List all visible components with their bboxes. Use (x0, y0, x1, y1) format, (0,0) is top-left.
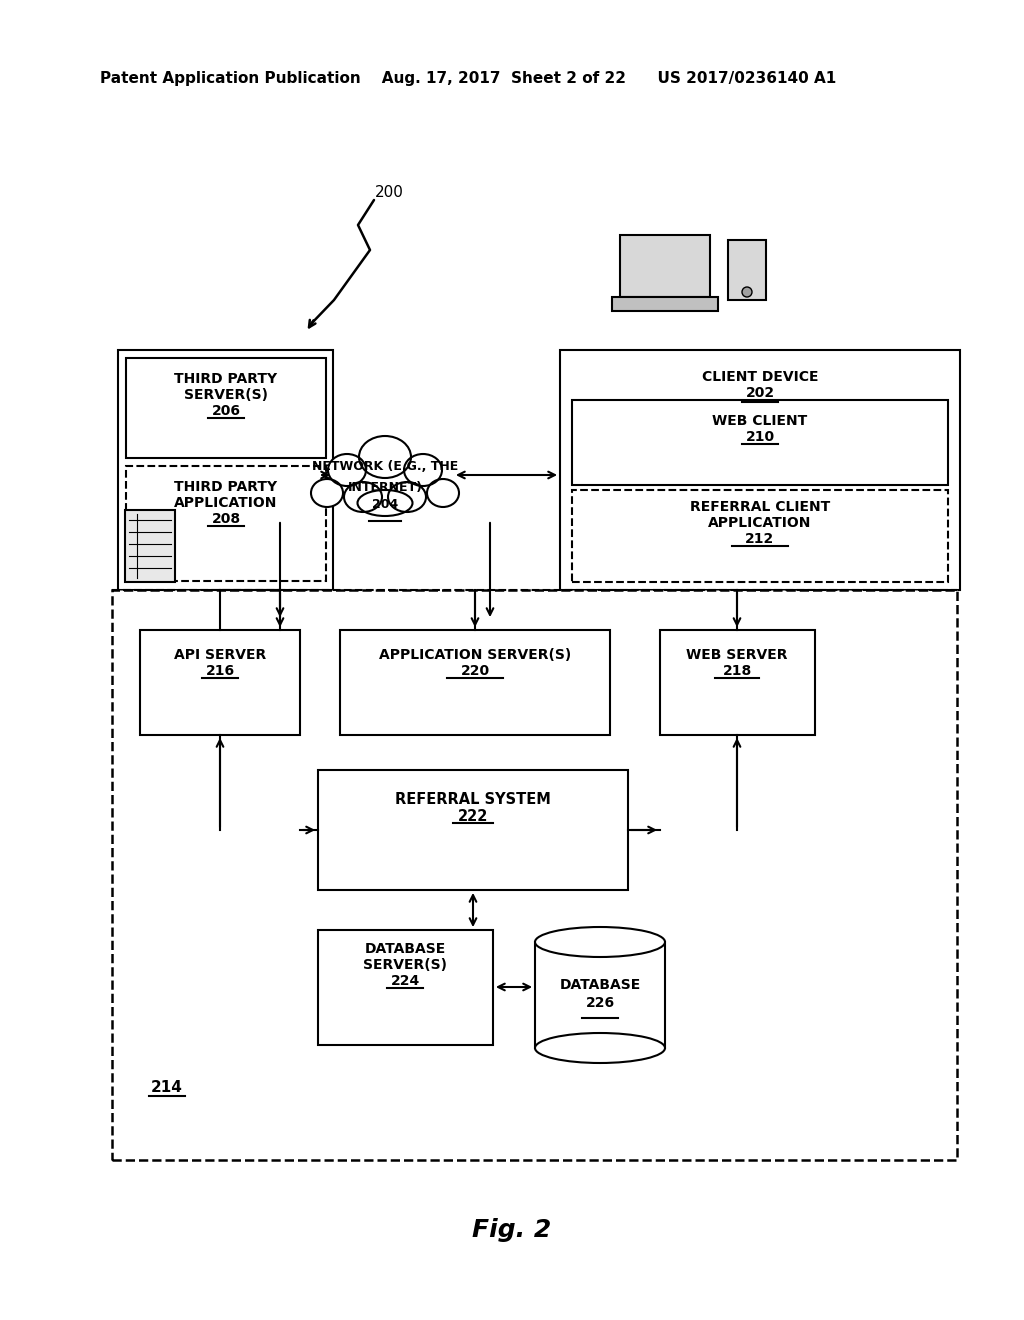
Bar (126, 466, 326, 581)
Text: 208: 208 (211, 512, 241, 525)
Bar (126, 358, 326, 458)
Bar (340, 630, 610, 735)
Ellipse shape (535, 1034, 665, 1063)
Text: WEB CLIENT: WEB CLIENT (713, 414, 808, 428)
Ellipse shape (535, 927, 665, 957)
Bar (112, 590, 957, 1160)
Text: APPLICATION SERVER(S): APPLICATION SERVER(S) (379, 648, 571, 663)
Bar (140, 630, 300, 735)
Ellipse shape (328, 454, 366, 486)
Text: 214: 214 (152, 1080, 183, 1096)
Text: INTERNET): INTERNET) (347, 480, 423, 494)
Text: 222: 222 (458, 809, 488, 824)
Ellipse shape (357, 490, 413, 516)
Text: 202: 202 (745, 385, 774, 400)
Bar (660, 630, 815, 735)
Text: 226: 226 (586, 997, 614, 1010)
Ellipse shape (359, 436, 411, 478)
Bar (572, 490, 948, 582)
Bar (560, 350, 961, 590)
Text: THIRD PARTY: THIRD PARTY (174, 372, 278, 385)
Text: 220: 220 (461, 664, 489, 678)
Text: Fig. 2: Fig. 2 (472, 1218, 552, 1242)
Bar (118, 350, 333, 590)
Ellipse shape (427, 479, 459, 507)
Bar (125, 510, 175, 582)
Text: 206: 206 (212, 404, 241, 418)
Text: REFERRAL SYSTEM: REFERRAL SYSTEM (395, 792, 551, 807)
Text: API SERVER: API SERVER (174, 648, 266, 663)
Text: 224: 224 (390, 974, 420, 987)
Bar (620, 235, 710, 297)
Text: 212: 212 (745, 532, 774, 546)
Text: 216: 216 (206, 664, 234, 678)
Text: 204: 204 (372, 499, 398, 511)
Text: SERVER(S): SERVER(S) (362, 958, 447, 972)
Text: THIRD PARTY: THIRD PARTY (174, 480, 278, 494)
Text: SERVER(S): SERVER(S) (184, 388, 268, 403)
Text: 200: 200 (375, 185, 403, 201)
Text: WEB SERVER: WEB SERVER (686, 648, 787, 663)
Text: NETWORK (E.G., THE: NETWORK (E.G., THE (312, 461, 458, 474)
Ellipse shape (311, 479, 343, 507)
Text: DATABASE: DATABASE (365, 942, 445, 956)
Ellipse shape (404, 454, 442, 486)
Text: APPLICATION: APPLICATION (709, 516, 812, 531)
Circle shape (742, 286, 752, 297)
Text: Patent Application Publication    Aug. 17, 2017  Sheet 2 of 22      US 2017/0236: Patent Application Publication Aug. 17, … (100, 70, 837, 86)
Text: 218: 218 (722, 664, 752, 678)
Bar (535, 942, 665, 1048)
Text: REFERRAL CLIENT: REFERRAL CLIENT (690, 500, 830, 513)
Bar (318, 770, 628, 890)
Bar (612, 297, 718, 312)
Bar (728, 240, 766, 300)
Bar (572, 400, 948, 484)
Text: CLIENT DEVICE: CLIENT DEVICE (701, 370, 818, 384)
Ellipse shape (344, 482, 382, 512)
Bar (318, 931, 493, 1045)
Ellipse shape (388, 482, 426, 512)
Text: 210: 210 (745, 430, 774, 444)
Text: DATABASE: DATABASE (559, 978, 641, 993)
Text: APPLICATION: APPLICATION (174, 496, 278, 510)
